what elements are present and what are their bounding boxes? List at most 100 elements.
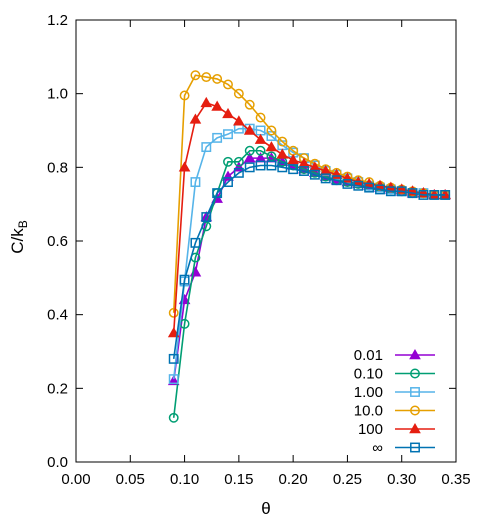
y-tick-label: 0.6 — [47, 233, 68, 250]
data-point — [178, 161, 191, 172]
y-tick-label: 0.4 — [47, 307, 68, 324]
data-point — [168, 412, 179, 423]
series-1 — [168, 145, 451, 423]
data-point — [440, 190, 451, 200]
data-point — [223, 156, 233, 167]
data-point — [190, 70, 201, 81]
legend-label: ∞ — [372, 440, 383, 457]
plot-frame — [75, 19, 457, 463]
data-point — [244, 162, 255, 173]
data-point — [167, 374, 180, 386]
data-point — [223, 177, 233, 188]
series-line — [172, 164, 446, 359]
data-point — [277, 162, 288, 173]
data-point — [201, 72, 212, 83]
data-point — [243, 124, 256, 135]
y-axis-title-main: C/k — [8, 228, 27, 254]
y-axis-title: C/kB — [8, 220, 30, 254]
legend-label: 10.0 — [354, 403, 383, 420]
y-tick-label: 0.2 — [47, 380, 68, 397]
x-tick-label: 0.20 — [279, 471, 308, 488]
data-point — [266, 131, 277, 141]
data-point — [277, 136, 288, 147]
data-point — [255, 160, 266, 171]
x-tick-label: 0.25 — [333, 471, 362, 488]
data-point — [407, 188, 418, 199]
data-point — [375, 184, 385, 195]
data-point — [331, 175, 342, 186]
data-point — [179, 274, 190, 285]
legend-marker — [410, 387, 420, 397]
data-point — [233, 115, 245, 126]
data-point — [266, 125, 277, 136]
data-point — [167, 327, 180, 338]
series-3 — [168, 70, 451, 318]
legend-label: 100 — [358, 421, 383, 438]
data-point — [342, 178, 353, 189]
data-point — [266, 151, 277, 162]
x-axis-title: θ — [261, 499, 270, 518]
y-tick-label: 1.0 — [47, 86, 68, 103]
data-point — [168, 353, 179, 364]
data-point — [418, 190, 429, 200]
data-point — [364, 182, 375, 193]
data-point — [190, 237, 201, 248]
data-point — [385, 186, 396, 197]
y-tick-label: 1.2 — [47, 12, 68, 29]
legend-marker — [409, 422, 421, 434]
x-tick-label: 0.00 — [61, 471, 90, 488]
data-point — [429, 190, 440, 200]
legend-marker — [409, 348, 421, 360]
data-point — [266, 160, 277, 171]
legend-label: 0.01 — [354, 347, 383, 364]
data-point — [223, 129, 233, 140]
data-point — [190, 177, 201, 188]
data-point — [287, 153, 299, 165]
axes: 0.00 0.05 0.10 0.15 0.20 0.25 0.30 0.35 0.0 0.2 0.… — [47, 12, 470, 488]
legend-marker — [410, 405, 420, 416]
data-point — [168, 307, 179, 318]
data-point — [320, 173, 331, 184]
legend-label: 1.00 — [354, 384, 383, 401]
x-tick-label: 0.10 — [170, 471, 199, 488]
data-point — [168, 374, 179, 385]
x-tick-label: 0.30 — [387, 471, 416, 488]
data-point — [353, 180, 364, 191]
data-point — [233, 88, 244, 99]
data-point — [299, 166, 309, 176]
data-point — [396, 186, 407, 197]
data-point — [222, 107, 234, 119]
data-point — [212, 132, 223, 143]
data-point — [212, 188, 223, 199]
data-point — [201, 212, 212, 223]
data-point — [200, 96, 213, 108]
data-point — [276, 148, 289, 159]
series-line — [172, 101, 446, 334]
data-point — [255, 145, 266, 156]
data-point — [244, 145, 255, 156]
data-point — [309, 169, 320, 180]
data-point — [233, 167, 244, 178]
data-point — [244, 99, 255, 110]
legend-marker — [410, 442, 420, 453]
data-point — [201, 142, 212, 153]
data-point — [179, 90, 190, 101]
data-point — [211, 100, 223, 111]
y-tick-label: 0.8 — [47, 159, 68, 176]
data-point — [212, 73, 223, 84]
data-point — [189, 113, 202, 124]
x-tick-label: 0.35 — [441, 471, 470, 488]
legend-label: 0.10 — [354, 366, 383, 383]
data-point — [255, 112, 266, 123]
x-tick-label: 0.05 — [116, 471, 145, 488]
legend-marker — [410, 368, 420, 379]
series-0 — [167, 152, 451, 386]
series-5 — [168, 160, 451, 364]
series-layer — [167, 70, 451, 423]
y-axis-title-subscript: B — [16, 220, 30, 228]
data-point — [254, 133, 267, 144]
data-point — [265, 141, 278, 152]
y-tick-label: 0.0 — [47, 454, 68, 471]
